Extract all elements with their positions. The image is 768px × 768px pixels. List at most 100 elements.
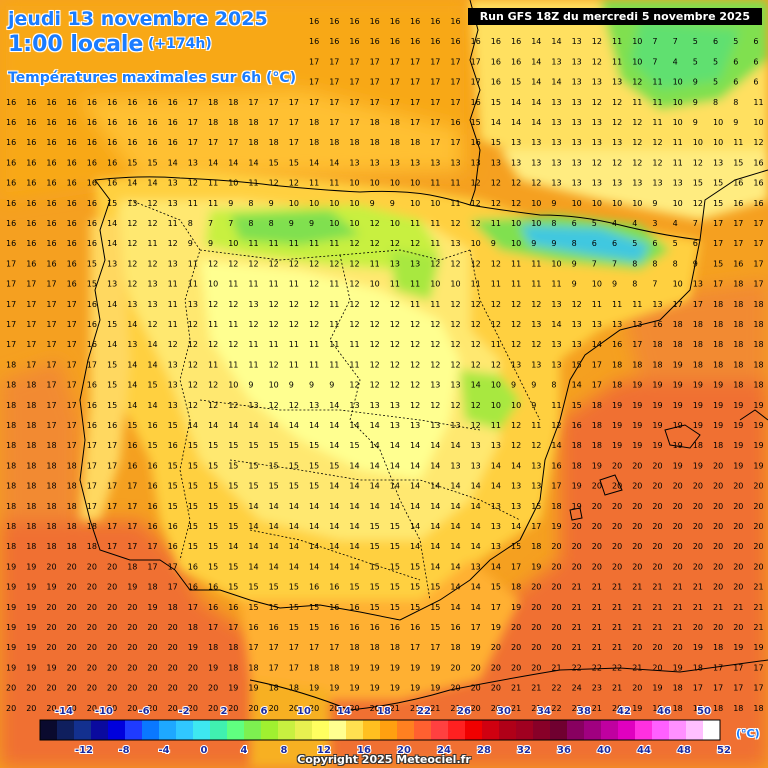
grid-value: 11	[430, 219, 440, 228]
grid-value: 14	[531, 98, 541, 107]
grid-value: 10	[511, 239, 521, 248]
grid-value: 11	[531, 259, 541, 268]
grid-value: 16	[753, 179, 763, 188]
grid-value: 18	[652, 340, 662, 349]
grid-value: 20	[551, 542, 561, 551]
grid-value: 14	[309, 421, 319, 430]
grid-value: 16	[471, 98, 481, 107]
grid-value: 16	[26, 179, 36, 188]
grid-value: 17	[228, 623, 238, 632]
grid-value: 13	[592, 118, 602, 127]
legend-label-top: 34	[537, 706, 551, 717]
grid-value: 13	[430, 381, 440, 390]
grid-value: 12	[228, 259, 238, 268]
grid-value: 13	[127, 340, 137, 349]
grid-value: 5	[673, 239, 678, 248]
grid-value: 14	[248, 542, 258, 551]
grid-value: 17	[410, 57, 420, 66]
legend-label-bottom: 20	[397, 745, 411, 756]
grid-value: 13	[450, 461, 460, 470]
grid-value: 14	[471, 502, 481, 511]
grid-value: 17	[753, 280, 763, 289]
grid-value: 18	[228, 118, 238, 127]
grid-value: 13	[531, 360, 541, 369]
grid-value: 14	[127, 381, 137, 390]
grid-value: 12	[390, 239, 400, 248]
grid-value: 11	[329, 179, 339, 188]
region-borders	[129, 199, 541, 601]
grid-value: 11	[309, 179, 319, 188]
grid-value: 20	[713, 482, 723, 491]
legend-swatch	[499, 720, 517, 740]
grid-value: 15	[269, 603, 279, 612]
grid-value: 17	[289, 663, 299, 672]
grid-value: 17	[46, 401, 56, 410]
grid-value: 14	[511, 118, 521, 127]
grid-value: 15	[248, 482, 258, 491]
legend-swatch	[584, 720, 602, 740]
grid-value: 11	[188, 259, 198, 268]
grid-value: 14	[370, 421, 380, 430]
grid-value: 16	[168, 118, 178, 127]
grid-value: 20	[713, 461, 723, 470]
grid-value: 18	[6, 421, 16, 430]
grid-value: 16	[67, 118, 77, 127]
grid-value: 17	[471, 623, 481, 632]
grid-value: 11	[430, 300, 440, 309]
grid-value: 20	[188, 684, 198, 693]
grid-value: 14	[430, 482, 440, 491]
grid-value: 18	[592, 421, 602, 430]
grid-value: 11	[491, 219, 501, 228]
grid-value: 11	[269, 239, 279, 248]
grid-value: 14	[248, 522, 258, 531]
grid-value: 4	[632, 219, 637, 228]
legend-unit: (°C)	[736, 727, 760, 740]
grid-value: 11	[168, 320, 178, 329]
grid-value: 14	[168, 158, 178, 167]
grid-value: 13	[511, 360, 521, 369]
grid-value: 8	[188, 219, 193, 228]
grid-value: 18	[46, 461, 56, 470]
grid-value: 19	[652, 421, 662, 430]
grid-value: 5	[733, 37, 738, 46]
grid-value: 11	[248, 239, 258, 248]
grid-value: 19	[26, 583, 36, 592]
grid-value: 15	[228, 522, 238, 531]
grid-value: 14	[471, 542, 481, 551]
grid-value: 16	[511, 57, 521, 66]
grid-value: 18	[693, 340, 703, 349]
grid-value: 8	[652, 259, 657, 268]
grid-value: 19	[632, 704, 642, 713]
grid-value: 20	[87, 643, 97, 652]
grid-value: 11	[410, 280, 420, 289]
grid-value: 17	[289, 118, 299, 127]
grid-value: 16	[26, 138, 36, 147]
grid-value: 8	[551, 381, 556, 390]
legend-label-bottom: 16	[357, 745, 371, 756]
grid-value: 16	[46, 158, 56, 167]
grid-value: 6	[733, 78, 738, 87]
grid-value: 16	[6, 138, 16, 147]
grid-value: 16	[67, 259, 77, 268]
grid-value: 11	[248, 179, 258, 188]
grid-value: 18	[632, 360, 642, 369]
grid-value: 12	[188, 340, 198, 349]
grid-value: 13	[248, 401, 258, 410]
grid-value: 15	[309, 603, 319, 612]
grid-value: 17	[370, 78, 380, 87]
grid-value: 11	[329, 360, 339, 369]
grid-value: 14	[289, 421, 299, 430]
grid-value: 13	[572, 138, 582, 147]
grid-value: 20	[733, 502, 743, 511]
grid-value: 17	[329, 643, 339, 652]
grid-value: 21	[612, 623, 622, 632]
grid-value: 20	[673, 502, 683, 511]
grid-value: 13	[592, 138, 602, 147]
grid-value: 6	[612, 239, 617, 248]
grid-value: 6	[733, 57, 738, 66]
grid-value: 12	[511, 179, 521, 188]
grid-value: 13	[531, 158, 541, 167]
grid-value: 13	[410, 421, 420, 430]
grid-value: 20	[208, 684, 218, 693]
land-zones	[80, 0, 768, 768]
